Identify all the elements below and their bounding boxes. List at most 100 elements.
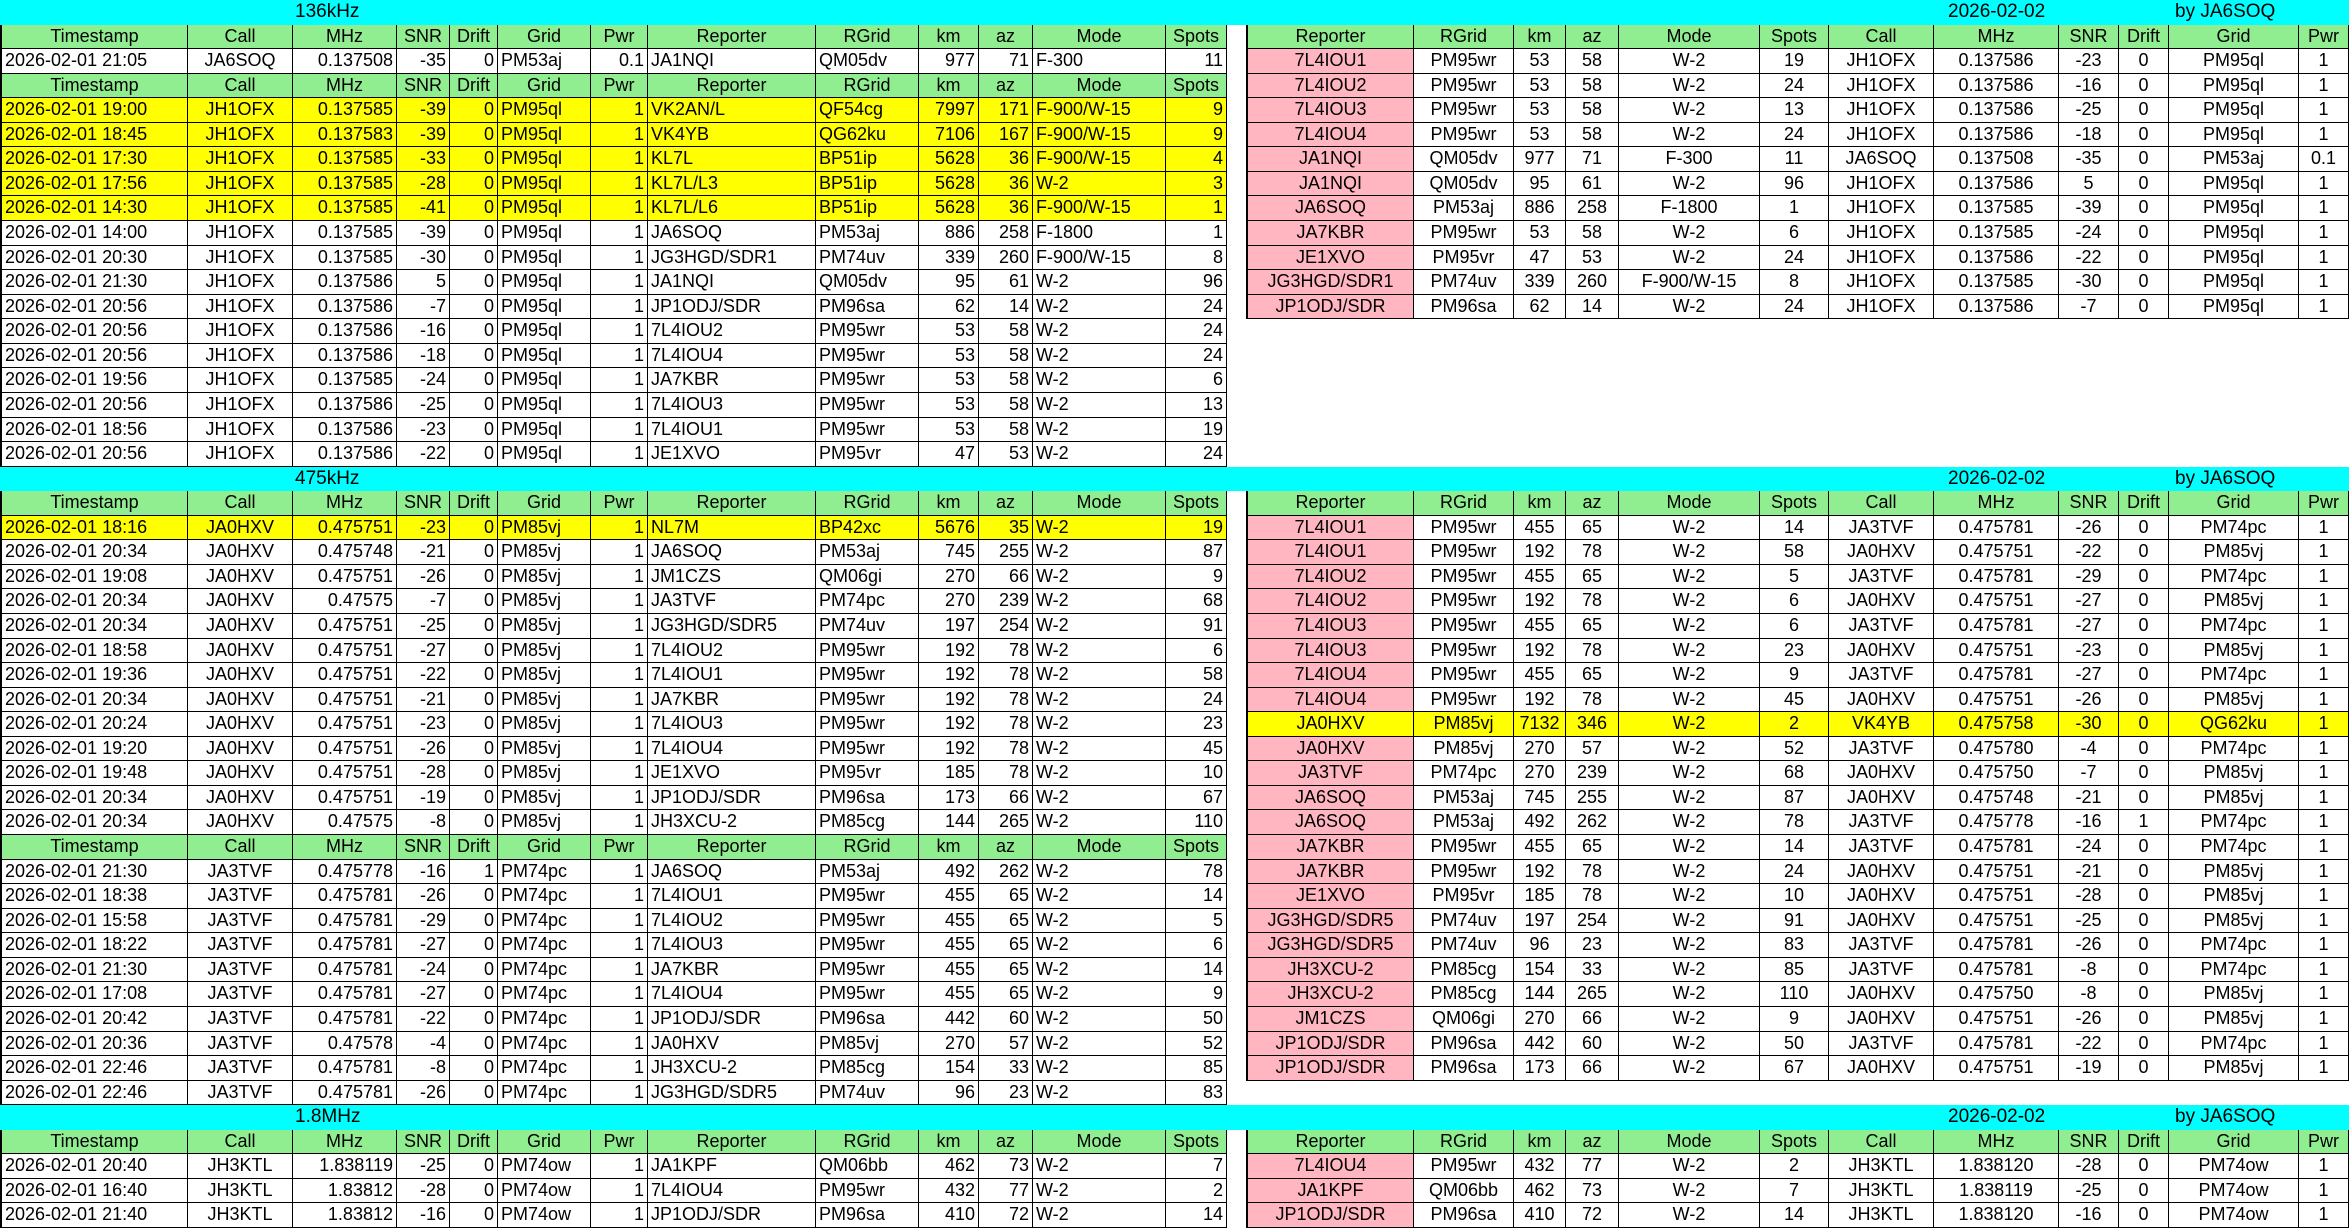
cell[interactable]: 0 — [450, 712, 498, 737]
cell[interactable]: 14 — [1760, 835, 1829, 860]
cell[interactable]: 19 — [1760, 49, 1829, 74]
cell[interactable]: -24 — [397, 957, 450, 983]
cell[interactable]: 239 — [979, 589, 1033, 614]
cell[interactable]: PM74pc — [498, 982, 591, 1007]
cell[interactable]: 2026-02-01 20:34 — [0, 810, 188, 836]
cell[interactable]: QM06bb — [1414, 1178, 1514, 1204]
cell[interactable]: 65 — [1566, 663, 1619, 688]
cell[interactable]: PM85vj — [498, 663, 591, 688]
cell[interactable]: 0.475751 — [293, 785, 397, 811]
cell[interactable]: 0.475781 — [1934, 515, 2059, 541]
cell[interactable]: W-2 — [1033, 1056, 1166, 1081]
cell[interactable]: 9 — [1166, 982, 1227, 1007]
cell[interactable]: PM53aj — [1414, 785, 1514, 811]
cell[interactable]: 1.83812 — [293, 1178, 397, 1204]
cell[interactable]: 1.838119 — [293, 1154, 397, 1179]
cell[interactable]: 0.1 — [2299, 147, 2349, 172]
cell[interactable]: -26 — [2059, 515, 2119, 541]
cell[interactable]: 52 — [1760, 736, 1829, 762]
cell[interactable]: 0 — [450, 343, 498, 369]
cell[interactable]: W-2 — [1619, 73, 1760, 99]
cell[interactable]: PM95ql — [498, 245, 591, 271]
cell[interactable]: 1 — [450, 859, 498, 885]
cell[interactable]: BP51ip — [816, 171, 919, 197]
cell[interactable]: 7L4IOU4 — [648, 736, 816, 762]
cell[interactable]: PM95wr — [816, 736, 919, 762]
cell[interactable]: PM74pc — [2169, 957, 2299, 983]
cell[interactable]: 442 — [1514, 1031, 1566, 1057]
cell[interactable]: W-2 — [1033, 589, 1166, 614]
cell[interactable]: 1 — [591, 810, 648, 836]
cell[interactable]: 258 — [1566, 196, 1619, 222]
cell[interactable]: PM95ql — [498, 417, 591, 443]
cell[interactable]: 24 — [1760, 122, 1829, 148]
cell[interactable]: -24 — [2059, 835, 2119, 860]
cell[interactable]: W-2 — [1033, 712, 1166, 737]
cell[interactable]: Pwr — [591, 491, 648, 516]
cell[interactable]: W-2 — [1619, 614, 1760, 639]
cell[interactable]: JA7KBR — [1246, 835, 1414, 860]
cell[interactable]: PM95wr — [1414, 859, 1514, 885]
cell[interactable]: PM85vj — [2169, 1006, 2299, 1032]
cell[interactable]: 1 — [2299, 515, 2349, 541]
cell[interactable]: 1 — [2299, 884, 2349, 909]
cell[interactable]: 2026-02-01 19:08 — [0, 564, 188, 590]
cell[interactable]: 8 — [1760, 270, 1829, 295]
cell[interactable]: 7L4IOU3 — [1246, 98, 1414, 123]
cell[interactable]: JA3TVF — [1829, 614, 1934, 639]
cell[interactable]: 62 — [919, 294, 979, 320]
cell[interactable]: PM53aj — [816, 221, 919, 246]
cell[interactable]: JH1OFX — [188, 343, 293, 369]
cell[interactable]: Spots — [1760, 491, 1829, 516]
cell[interactable]: 0.137508 — [293, 49, 397, 74]
cell[interactable]: 58 — [979, 368, 1033, 393]
cell[interactable]: 0.475780 — [1934, 736, 2059, 762]
cell[interactable]: PM85cg — [816, 810, 919, 836]
cell[interactable]: PM74pc — [498, 908, 591, 934]
cell[interactable]: Grid — [498, 835, 591, 860]
cell[interactable]: Call — [1829, 1129, 1934, 1155]
cell[interactable]: -30 — [2059, 712, 2119, 737]
cell[interactable]: JE1XVO — [648, 761, 816, 786]
cell[interactable]: 110 — [1760, 982, 1829, 1007]
cell[interactable]: 96 — [919, 1080, 979, 1106]
cell[interactable]: 0 — [2119, 1178, 2169, 1204]
cell[interactable]: MHz — [1934, 24, 2059, 50]
cell[interactable]: PM96sa — [1414, 294, 1514, 320]
cell[interactable]: W-2 — [1033, 884, 1166, 909]
cell[interactable]: JH1OFX — [188, 122, 293, 148]
cell[interactable]: 65 — [979, 933, 1033, 958]
cell[interactable]: 2026-02-01 19:00 — [0, 98, 188, 123]
cell[interactable]: JA3TVF — [188, 957, 293, 983]
cell[interactable]: 1 — [2299, 1154, 2349, 1179]
cell[interactable]: 410 — [919, 1203, 979, 1228]
cell[interactable]: 1 — [591, 515, 648, 541]
cell[interactable]: PM95ql — [498, 319, 591, 344]
cell[interactable]: 53 — [919, 368, 979, 393]
cell[interactable]: PM85vj — [498, 712, 591, 737]
cell[interactable]: W-2 — [1033, 1031, 1166, 1057]
cell[interactable]: 1 — [2299, 810, 2349, 836]
cell[interactable]: PM95vr — [816, 442, 919, 467]
cell[interactable]: Drift — [2119, 1129, 2169, 1155]
cell[interactable]: 1 — [2299, 933, 2349, 958]
cell[interactable]: JA7KBR — [648, 687, 816, 713]
cell[interactable]: JA3TVF — [188, 859, 293, 885]
cell[interactable]: 58 — [979, 417, 1033, 443]
cell[interactable]: -8 — [2059, 982, 2119, 1007]
cell[interactable]: 254 — [979, 614, 1033, 639]
cell[interactable]: 0 — [450, 270, 498, 295]
cell[interactable]: 0 — [2119, 294, 2169, 320]
cell[interactable]: Timestamp — [0, 73, 188, 99]
cell[interactable]: 0 — [2119, 761, 2169, 786]
cell[interactable]: F-900/W-15 — [1033, 122, 1166, 148]
cell[interactable]: PM96sa — [1414, 1203, 1514, 1228]
cell[interactable]: 68 — [1760, 761, 1829, 786]
cell[interactable]: PM95vr — [1414, 245, 1514, 271]
cell[interactable]: PM85vj — [2169, 761, 2299, 786]
cell[interactable]: JA6SOQ — [648, 540, 816, 565]
cell[interactable]: Grid — [498, 24, 591, 50]
cell[interactable]: 0 — [450, 98, 498, 123]
cell[interactable]: 255 — [1566, 785, 1619, 811]
cell[interactable]: az — [979, 835, 1033, 860]
